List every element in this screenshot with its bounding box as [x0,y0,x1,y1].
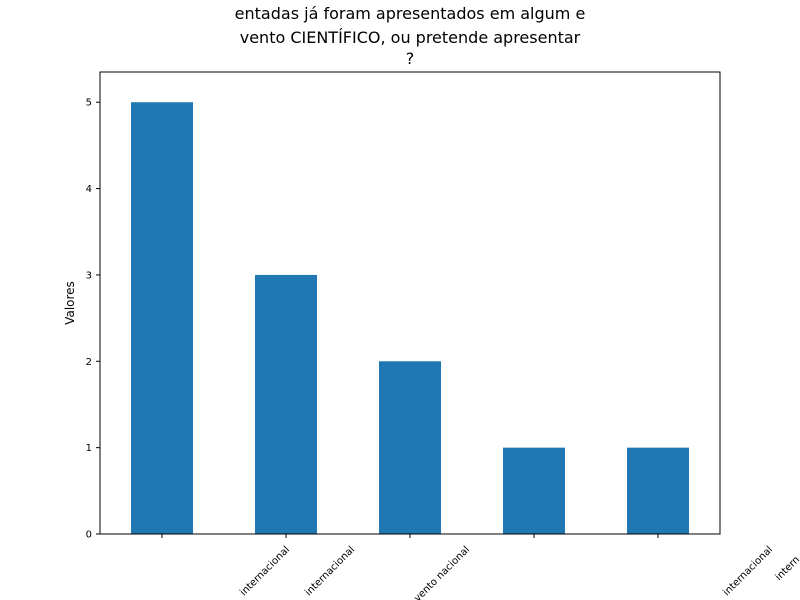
y-tick-label: 1 [86,443,92,454]
x-tick-label: internacional [303,544,357,598]
bar [255,274,317,534]
bar [379,361,441,534]
y-tick-label: 4 [86,184,92,195]
y-tick-label: 5 [86,98,92,109]
y-axis: 0 1 2 3 4 5 [86,98,100,541]
y-axis-label: Valores [63,281,77,325]
chart-title-line: entadas já foram apresentados em algum e [235,4,586,23]
x-tick-label: vento nacional [412,544,472,600]
x-tick-label: internacional [721,544,775,598]
chart-title-line: ? [406,49,415,68]
bar [627,447,689,534]
y-tick-label: 0 [86,530,92,541]
chart-title: entadas já foram apresentados em algum e… [235,4,586,68]
y-tick-label: 2 [86,357,92,368]
x-tick-label: internacional [238,544,292,598]
chart-title-line: vento CIENTÍFICO, ou pretende apresentar [240,28,581,47]
y-tick-label: 3 [86,270,92,281]
x-axis: internacional internacional vento nacional… [161,534,800,600]
bars-group [131,102,689,534]
bar [503,447,565,534]
x-tick-label: intern [774,554,800,583]
bar [131,102,193,534]
